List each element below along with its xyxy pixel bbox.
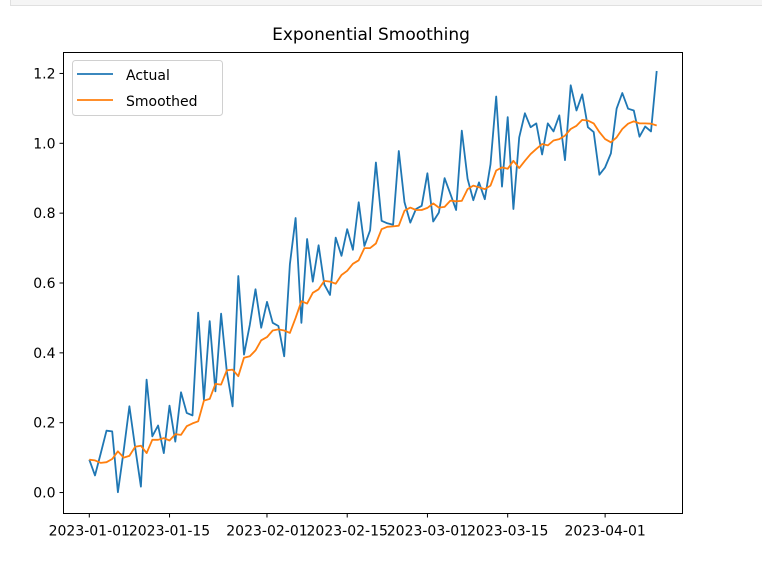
- x-tick-label: 2023-02-01: [226, 524, 307, 540]
- x-tick-label: 2023-01-01: [49, 524, 130, 540]
- series-layer: [88, 70, 658, 494]
- legend: Actual Smoothed: [72, 60, 223, 116]
- y-tick-label: 0.6: [33, 276, 55, 292]
- series-line-actual: [88, 70, 658, 494]
- y-tick-label: 0.8: [33, 206, 55, 222]
- x-tick-label: 2023-03-01: [387, 524, 468, 540]
- chart-title: Exponential Smoothing: [272, 25, 470, 45]
- notebook-cell-top-border: [10, 0, 762, 6]
- x-tick-label: 2023-02-15: [307, 524, 388, 540]
- series-line-smoothed: [89, 119, 657, 464]
- x-tick-label: 2023-04-01: [564, 524, 645, 540]
- y-tick-label: 0.4: [33, 346, 55, 362]
- y-tick-label: 0.2: [33, 416, 55, 432]
- y-tick-label: 1.0: [33, 136, 55, 152]
- legend-label-actual: Actual: [126, 68, 170, 84]
- x-tick-label: 2023-03-15: [467, 524, 548, 540]
- legend-label-smoothed: Smoothed: [126, 94, 198, 110]
- y-tick-label: 0.0: [33, 486, 55, 502]
- x-tick-label: 2023-01-15: [129, 524, 210, 540]
- y-tick-label: 1.2: [33, 66, 55, 82]
- y-axis: 0.0 0.2 0.4 0.6 0.8 1.0 1.2: [33, 66, 64, 502]
